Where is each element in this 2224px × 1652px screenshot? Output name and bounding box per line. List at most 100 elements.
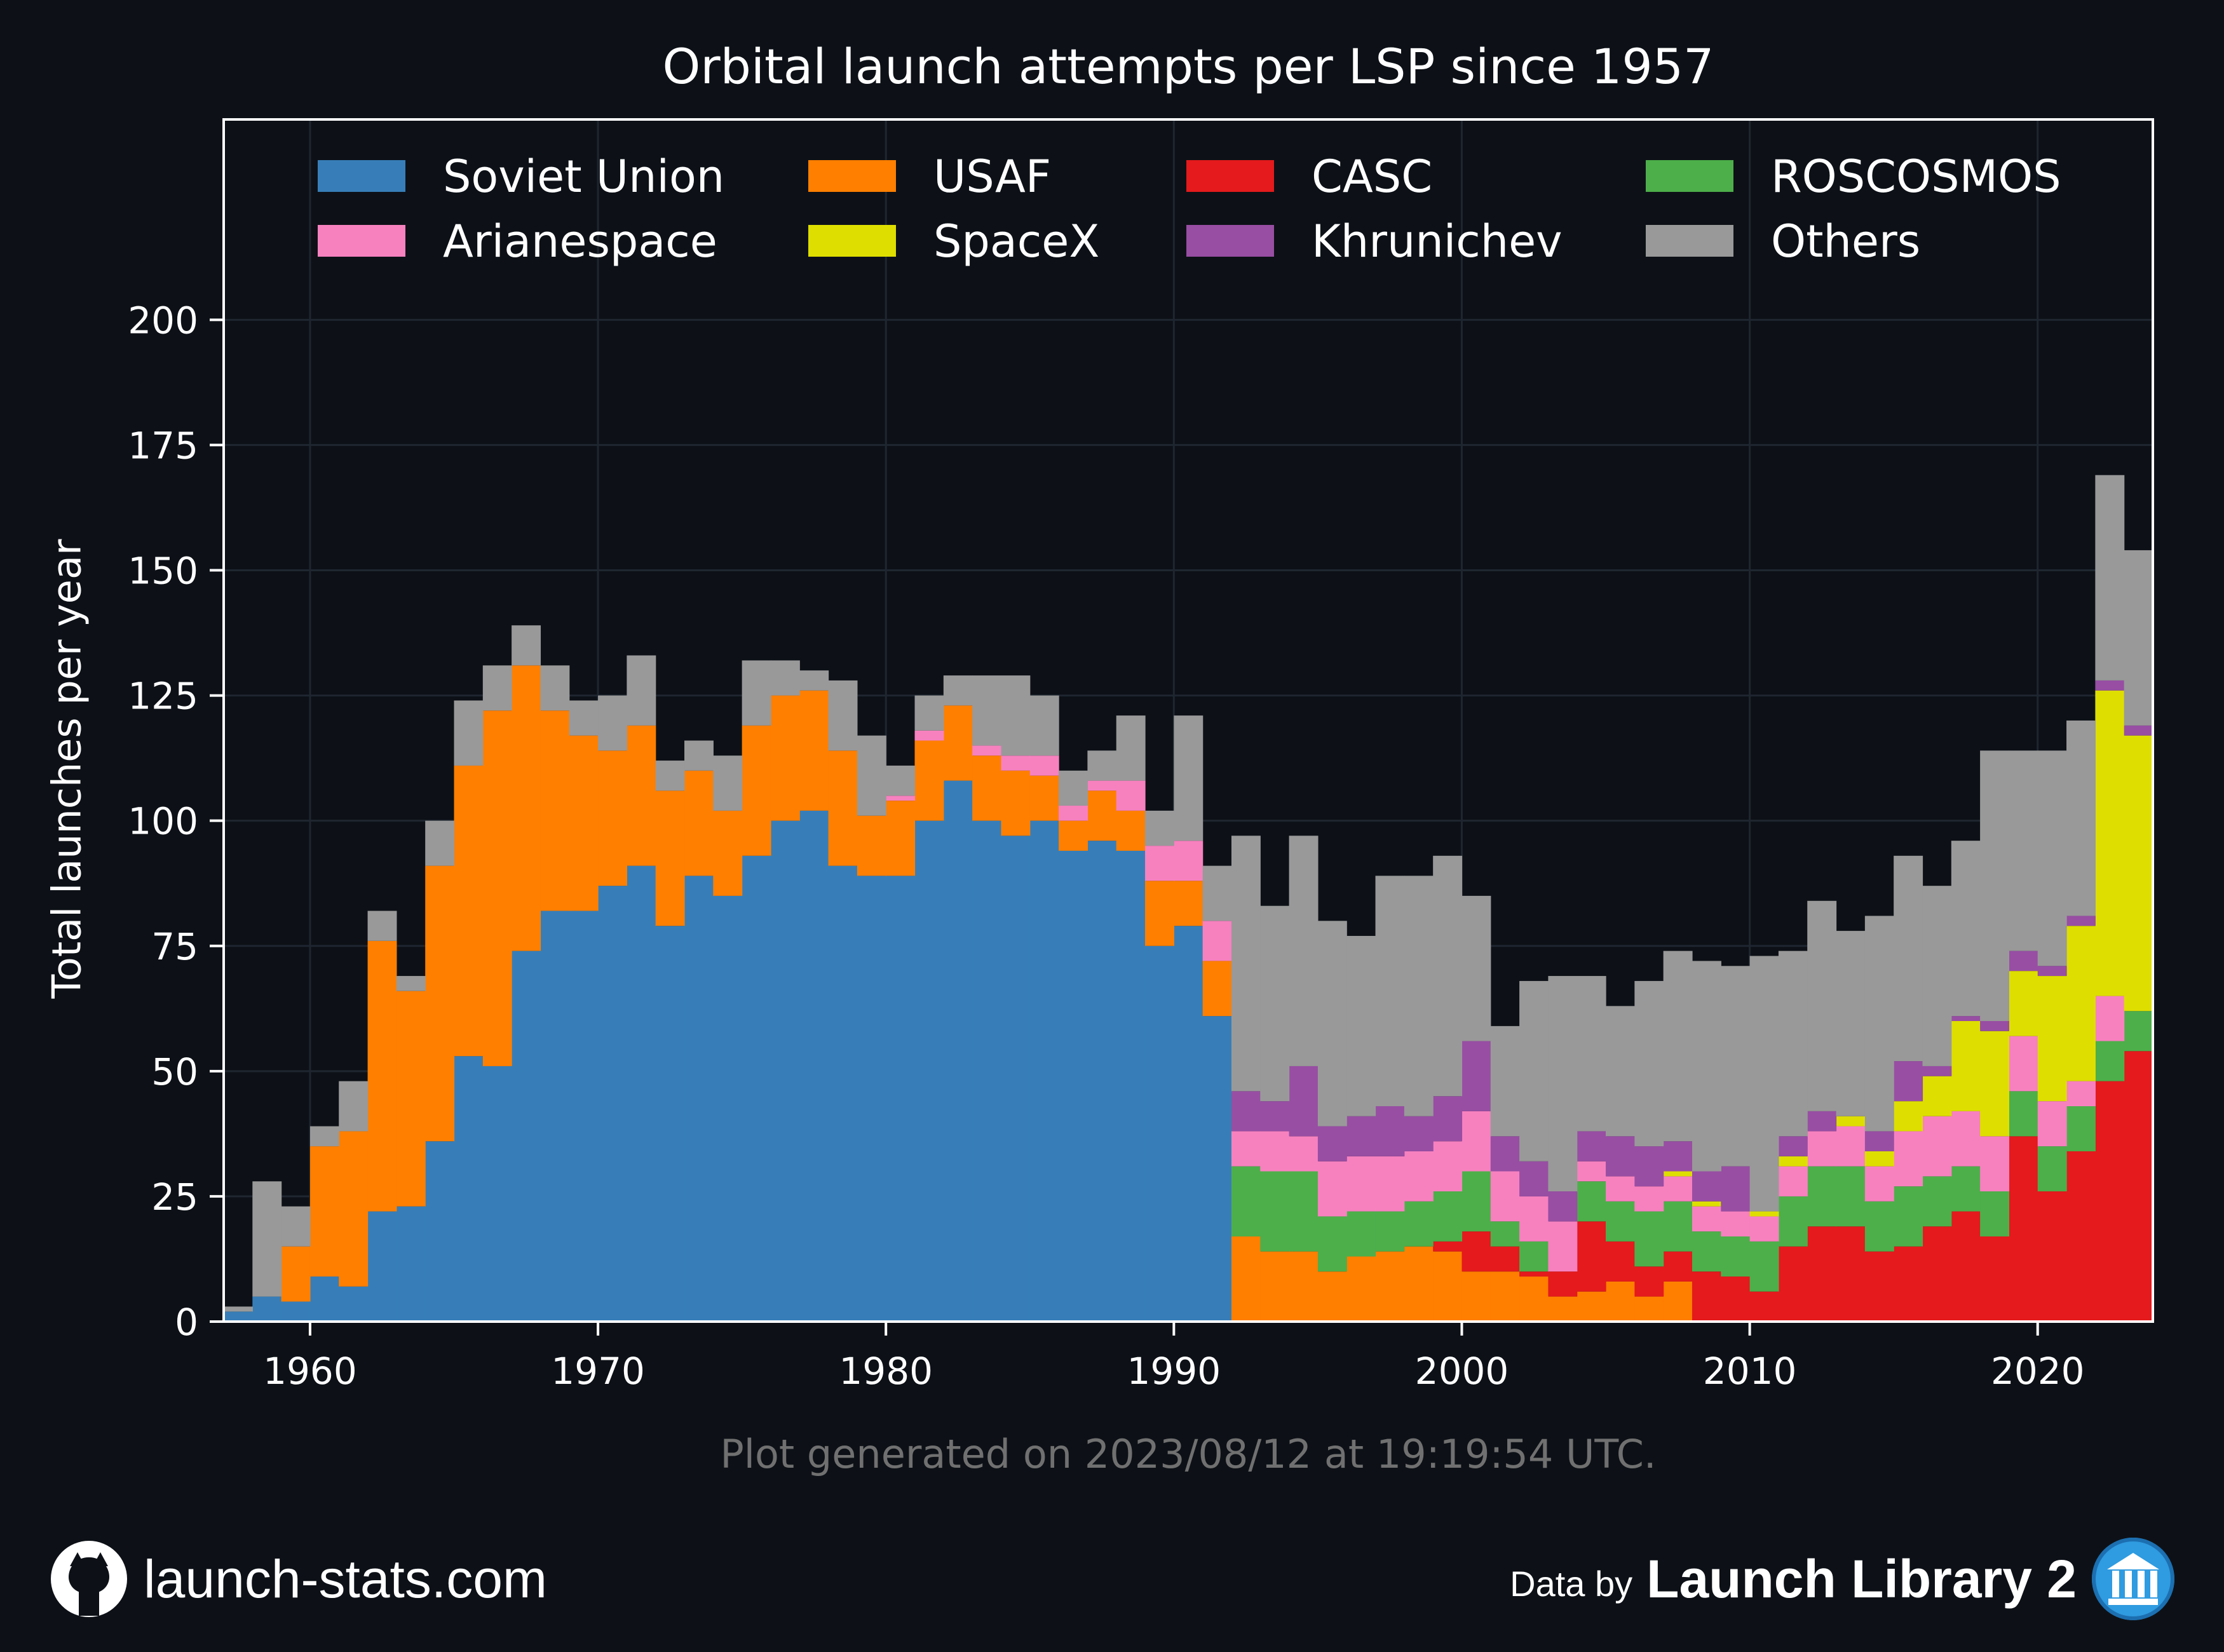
bar-segment <box>1231 1236 1261 1322</box>
bar-segment <box>1059 850 1088 1322</box>
bar-segment <box>454 1056 484 1322</box>
bar-segment <box>2095 1041 2125 1081</box>
bar-segment <box>2095 680 2125 691</box>
bar-segment <box>1749 1291 1779 1322</box>
bar-segment <box>1692 1206 1721 1232</box>
stacked-bars <box>224 475 2153 1322</box>
bar-segment <box>512 625 541 666</box>
bar-segment <box>1721 1211 1751 1236</box>
legend-swatch <box>808 225 896 257</box>
bar-segment <box>799 690 829 811</box>
bar-segment <box>454 765 484 1057</box>
bar-segment <box>1231 836 1261 1092</box>
bar-segment <box>1951 1016 1981 1021</box>
plot-frame <box>222 118 2154 1323</box>
bar-segment <box>1864 916 1894 1132</box>
bar-segment <box>1663 1141 1693 1172</box>
bar-segment <box>1980 1191 2010 1236</box>
bar-segment <box>2037 1191 2067 1322</box>
bar-segment <box>1174 715 1204 841</box>
bar-segment <box>1606 1241 1635 1282</box>
bar-segment <box>1692 1201 1721 1207</box>
bar-segment <box>2037 1101 2067 1147</box>
bar-segment <box>1606 1136 1635 1177</box>
bar-segment <box>1692 1171 1721 1202</box>
legend-entry: Arianespace <box>318 215 717 267</box>
bar-segment <box>1145 846 1174 881</box>
bar-segment <box>2066 1151 2096 1322</box>
bar-segment <box>1490 1271 1520 1322</box>
bar-segment <box>1894 1061 1923 1102</box>
bar-segment <box>1289 1136 1319 1172</box>
bar-segment <box>1692 961 1721 1172</box>
bar-segment <box>1836 1116 1866 1127</box>
bar-segment <box>2009 1091 2038 1137</box>
bar-segment <box>1778 1196 1808 1247</box>
bar-segment <box>2095 475 2125 680</box>
bar-segment <box>857 876 886 1322</box>
bar-segment <box>1461 1271 1491 1322</box>
bar-segment <box>943 705 973 781</box>
bar-segment <box>1346 1211 1376 1257</box>
bar-segment <box>1894 1101 1923 1132</box>
bar-segment <box>339 1286 369 1322</box>
bar-segment <box>1001 675 1031 756</box>
bar-segment <box>655 790 685 926</box>
bar-segment <box>1634 980 1664 1147</box>
bar-segment <box>1663 1171 1693 1177</box>
bar-segment <box>425 865 455 1142</box>
legend-label: Others <box>1771 215 1920 267</box>
x-tick-label: 2010 <box>1703 1350 1797 1393</box>
bar-segment <box>1433 1241 1463 1252</box>
bar-segment <box>1433 1191 1463 1242</box>
bar-segment <box>2124 1011 2153 1052</box>
bar-segment <box>540 710 570 911</box>
y-tick-label: 75 <box>151 925 198 968</box>
bar-segment <box>281 1301 311 1322</box>
x-tick-label: 2000 <box>1415 1350 1509 1393</box>
bar-segment <box>655 926 685 1322</box>
bar-segment <box>2095 1081 2125 1322</box>
bar-segment <box>1116 810 1146 851</box>
bar-segment <box>1548 1221 1578 1272</box>
bar-segment <box>972 755 1002 821</box>
bar-segment <box>2037 750 2067 966</box>
bar-segment <box>1145 945 1174 1322</box>
bar-segment <box>2095 996 2125 1041</box>
legend-swatch <box>1646 160 1733 192</box>
bar-segment <box>1404 876 1434 1116</box>
bar-segment <box>1461 1041 1491 1111</box>
bar-segment <box>1260 1171 1290 1252</box>
legend-entry: Others <box>1646 215 1920 267</box>
bar-segment <box>828 680 858 751</box>
data-source-name[interactable]: Launch Library 2 <box>1646 1548 2077 1609</box>
bar-segment <box>1260 1251 1290 1322</box>
bar-segment <box>886 765 916 796</box>
bar-segment <box>1346 1116 1376 1156</box>
bar-segment <box>1864 1166 1894 1202</box>
bar-segment <box>886 801 916 876</box>
bar-segment <box>972 820 1002 1322</box>
bar-segment <box>1087 790 1117 841</box>
bar-segment <box>1433 1251 1463 1322</box>
bar-segment <box>367 911 397 941</box>
y-axis-label: Total launches per year <box>43 539 90 999</box>
bar-segment <box>2066 721 2096 916</box>
bar-segment <box>1663 951 1693 1142</box>
legend-label: Khrunichev <box>1312 215 1563 267</box>
bar-segment <box>799 810 829 1322</box>
bar-segment <box>1951 1211 1981 1322</box>
bar-segment <box>454 700 484 766</box>
bar-segment <box>1461 1231 1491 1272</box>
legend-label: SpaceX <box>933 215 1099 267</box>
bar-segment <box>2066 1081 2096 1107</box>
bar-segment <box>972 675 1002 746</box>
y-tick-label: 200 <box>128 299 198 342</box>
bar-segment <box>1922 1116 1952 1177</box>
bar-segment <box>713 810 743 896</box>
bar-segment <box>742 660 771 726</box>
bar-segment <box>1433 1096 1463 1142</box>
site-link[interactable]: launch-stats.com <box>144 1548 547 1609</box>
site-footer: launch-stats.com <box>51 1541 547 1617</box>
github-icon[interactable] <box>51 1541 127 1617</box>
